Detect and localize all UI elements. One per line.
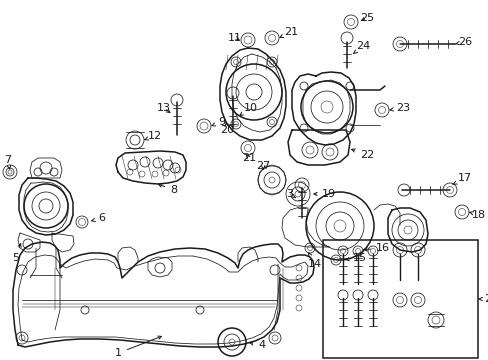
- Text: 15: 15: [345, 253, 366, 263]
- Text: 5: 5: [12, 244, 21, 263]
- Text: 6: 6: [92, 213, 105, 223]
- Bar: [323, 240, 477, 358]
- Text: 10: 10: [240, 103, 258, 116]
- Text: 23: 23: [389, 103, 409, 113]
- Text: 21: 21: [242, 153, 256, 163]
- Text: 12: 12: [144, 131, 162, 141]
- Text: 25: 25: [359, 13, 373, 23]
- Text: 20: 20: [220, 122, 234, 135]
- Text: 8: 8: [158, 184, 177, 195]
- Text: 18: 18: [468, 210, 485, 220]
- Text: 16: 16: [363, 243, 389, 253]
- Text: 11: 11: [227, 33, 242, 43]
- Text: 22: 22: [351, 149, 373, 160]
- Text: 9: 9: [211, 117, 224, 127]
- Text: 14: 14: [307, 253, 322, 269]
- Text: 3: 3: [285, 189, 295, 199]
- Text: 17: 17: [452, 173, 471, 185]
- Text: 13: 13: [157, 103, 171, 113]
- Text: 19: 19: [313, 189, 335, 199]
- Text: 26: 26: [454, 37, 471, 47]
- Text: 24: 24: [352, 41, 369, 54]
- Text: 4: 4: [249, 340, 264, 350]
- Text: 1: 1: [115, 336, 161, 358]
- Text: 2: 2: [485, 294, 488, 304]
- Text: 7: 7: [4, 155, 11, 169]
- Text: 21: 21: [280, 27, 298, 37]
- Text: 27: 27: [256, 161, 270, 171]
- Text: 2: 2: [477, 294, 488, 304]
